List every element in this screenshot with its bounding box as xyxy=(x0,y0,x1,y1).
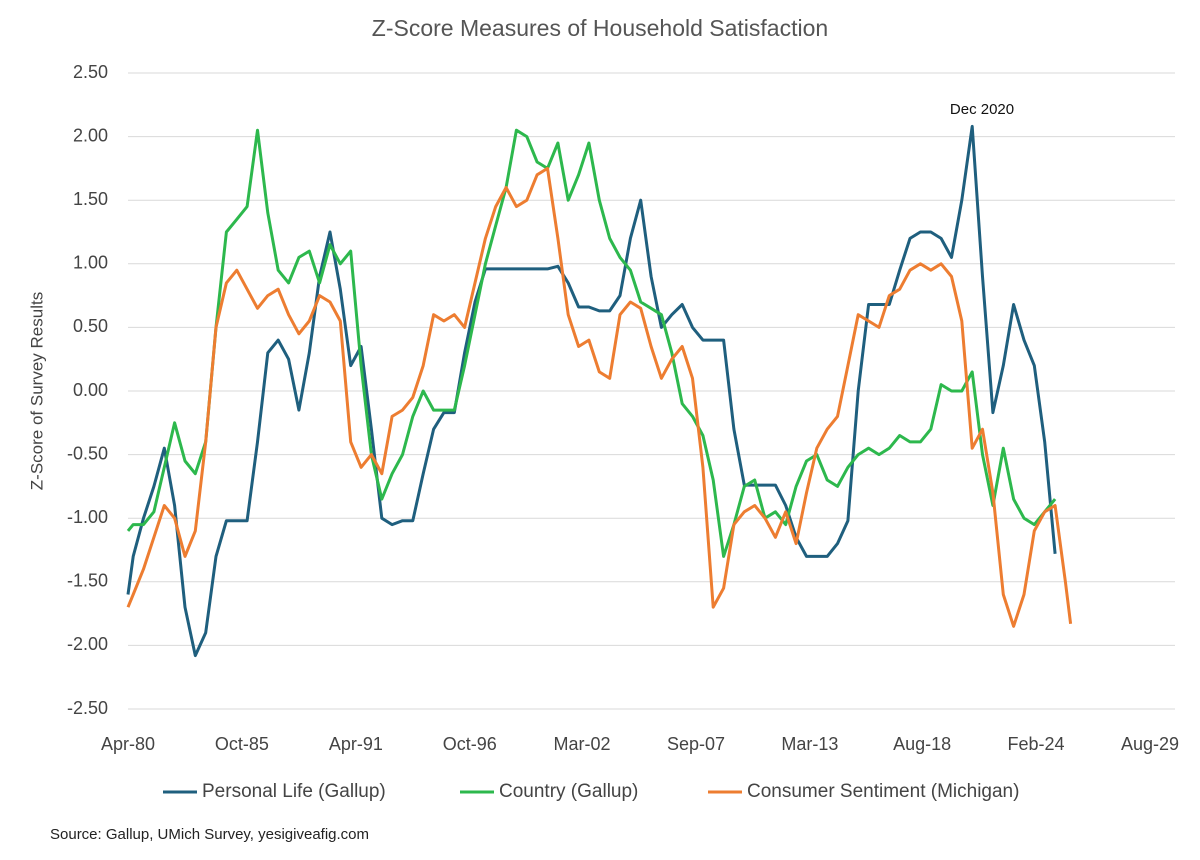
y-tick-label: 2.00 xyxy=(73,125,108,145)
y-tick-label: -1.00 xyxy=(67,507,108,527)
series-line xyxy=(126,166,1073,628)
y-tick-label: -2.50 xyxy=(67,698,108,718)
series-line xyxy=(126,128,1057,558)
y-tick-label: -1.50 xyxy=(67,571,108,591)
y-tick-label: 0.50 xyxy=(73,316,108,336)
y-tick-label: -2.00 xyxy=(67,634,108,654)
legend-label: Personal Life (Gallup) xyxy=(202,781,386,802)
x-tick-label: Apr-91 xyxy=(329,734,383,754)
x-tick-label: Oct-96 xyxy=(443,734,497,754)
x-tick-label: Mar-13 xyxy=(781,734,838,754)
y-tick-label: 0.00 xyxy=(73,380,108,400)
legend-label: Consumer Sentiment (Michigan) xyxy=(747,781,1019,802)
series-line xyxy=(126,124,1057,658)
y-tick-label: 1.50 xyxy=(73,189,108,209)
chart-title: Z-Score Measures of Household Satisfacti… xyxy=(372,15,828,41)
x-tick-label: Apr-80 xyxy=(101,734,155,754)
source-note: Source: Gallup, UMich Survey, yesigiveaf… xyxy=(50,826,369,843)
y-axis-title: Z-Score of Survey Results xyxy=(27,292,46,490)
x-tick-label: Sep-07 xyxy=(667,734,725,754)
x-tick-label: Mar-02 xyxy=(554,734,611,754)
x-tick-label: Aug-18 xyxy=(893,734,951,754)
annotation: Dec 2020 xyxy=(950,101,1014,118)
y-tick-label: 1.00 xyxy=(73,253,108,273)
y-tick-label: 2.50 xyxy=(73,62,108,82)
x-tick-label: Aug-29 xyxy=(1121,734,1179,754)
y-tick-label: -0.50 xyxy=(67,443,108,463)
legend-label: Country (Gallup) xyxy=(499,781,638,802)
x-tick-label: Oct-85 xyxy=(215,734,269,754)
x-tick-label: Feb-24 xyxy=(1008,734,1065,754)
